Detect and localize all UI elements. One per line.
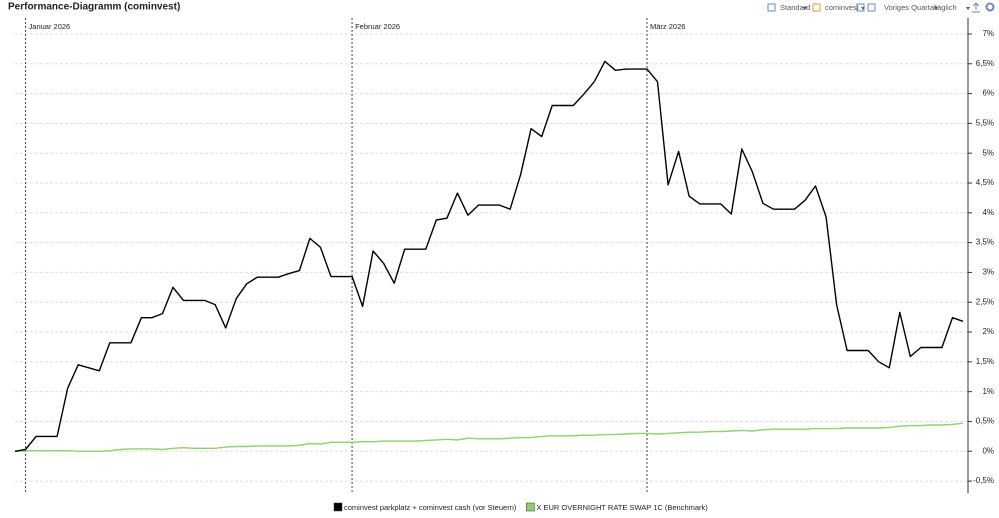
series-line (14, 422, 964, 452)
toolbar-item[interactable]: cominvest (825, 3, 860, 12)
legend-swatch (526, 502, 535, 512)
y-tick-label: 0,5% (976, 417, 994, 426)
y-tick-label: 1,5% (976, 357, 994, 366)
toolbar-item[interactable]: Voriges Quartal (884, 3, 936, 12)
legend-label: X EUR OVERNIGHT RATE SWAP 1C (Benchmark) (536, 503, 708, 512)
y-tick-label: 1% (982, 387, 994, 396)
legend-label: cominvest parkplatz + cominvest cash (vo… (344, 503, 517, 512)
y-tick-label: 3,5% (976, 238, 994, 247)
dropdown-caret (803, 7, 807, 10)
legend-swatch (333, 502, 343, 512)
toolbar-item[interactable]: Standard (780, 3, 810, 12)
toolbar-icon (856, 3, 865, 12)
dropdown-caret (934, 7, 938, 10)
export-icon[interactable] (972, 2, 980, 13)
y-tick-label: 5,5% (976, 118, 994, 127)
y-tick-label: 0% (982, 446, 994, 455)
y-tick-label: 2,5% (976, 297, 994, 306)
toolbar-icon (767, 3, 776, 12)
y-tick-label: 6% (982, 89, 994, 98)
x-tick-label: Februar 2026 (355, 22, 400, 31)
y-tick-label: 3% (982, 268, 994, 277)
y-tick-label: -0,5% (973, 476, 994, 485)
settings-icon[interactable] (985, 2, 995, 12)
y-tick-label: 5% (982, 148, 994, 157)
y-tick-label: 6,5% (976, 59, 994, 68)
toolbar-icon (812, 3, 821, 12)
dropdown-caret (966, 7, 970, 10)
toolbar-icon (867, 3, 876, 12)
y-tick-label: 2% (982, 327, 994, 336)
x-tick-label: März 2026 (650, 22, 685, 31)
y-tick-label: 4,5% (976, 178, 994, 187)
y-tick-label: 7% (982, 29, 994, 38)
chart-title: Performance-Diagramm (cominvest) (8, 2, 180, 13)
x-tick-label: Januar 2026 (29, 22, 71, 31)
y-tick-label: 4% (982, 208, 994, 217)
toolbar-item[interactable]: täglich (935, 3, 957, 12)
series-line (14, 60, 964, 452)
